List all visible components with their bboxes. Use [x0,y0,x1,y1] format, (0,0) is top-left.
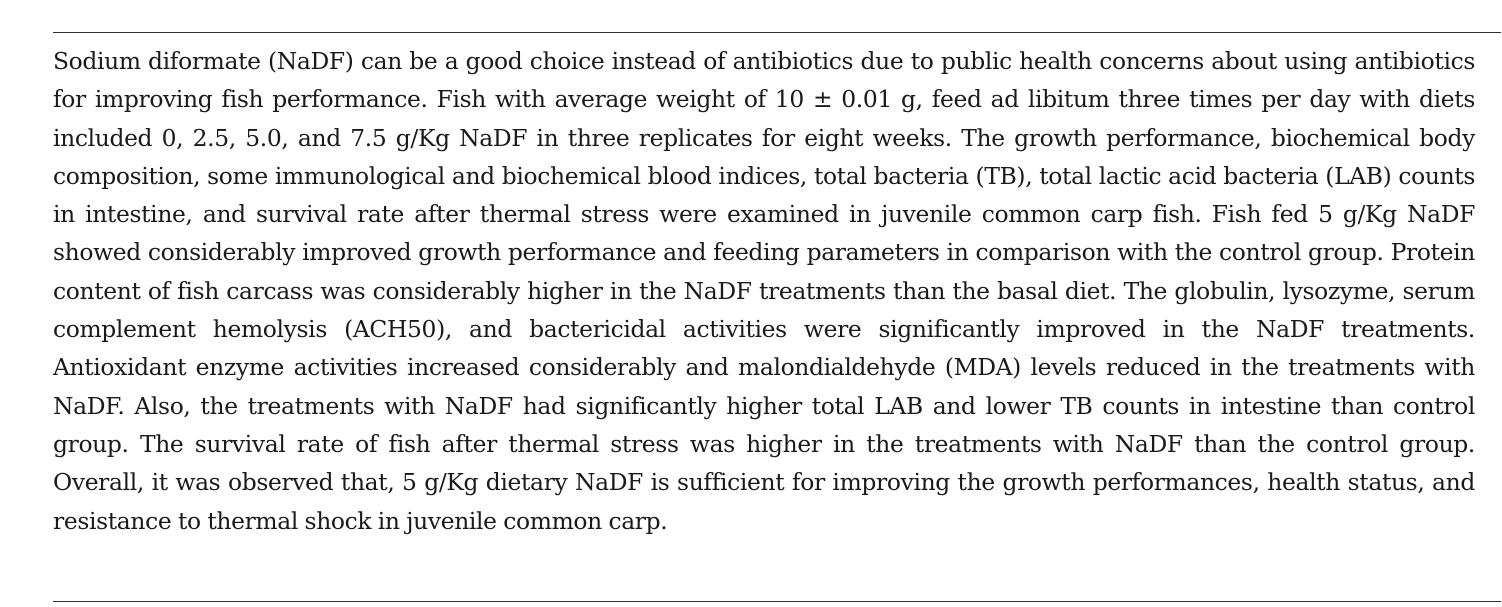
abstract-paragraph: Sodium diformate (NaDF) can be a good ch… [53,47,1475,535]
top-divider [53,32,1501,33]
bottom-divider [53,601,1501,602]
